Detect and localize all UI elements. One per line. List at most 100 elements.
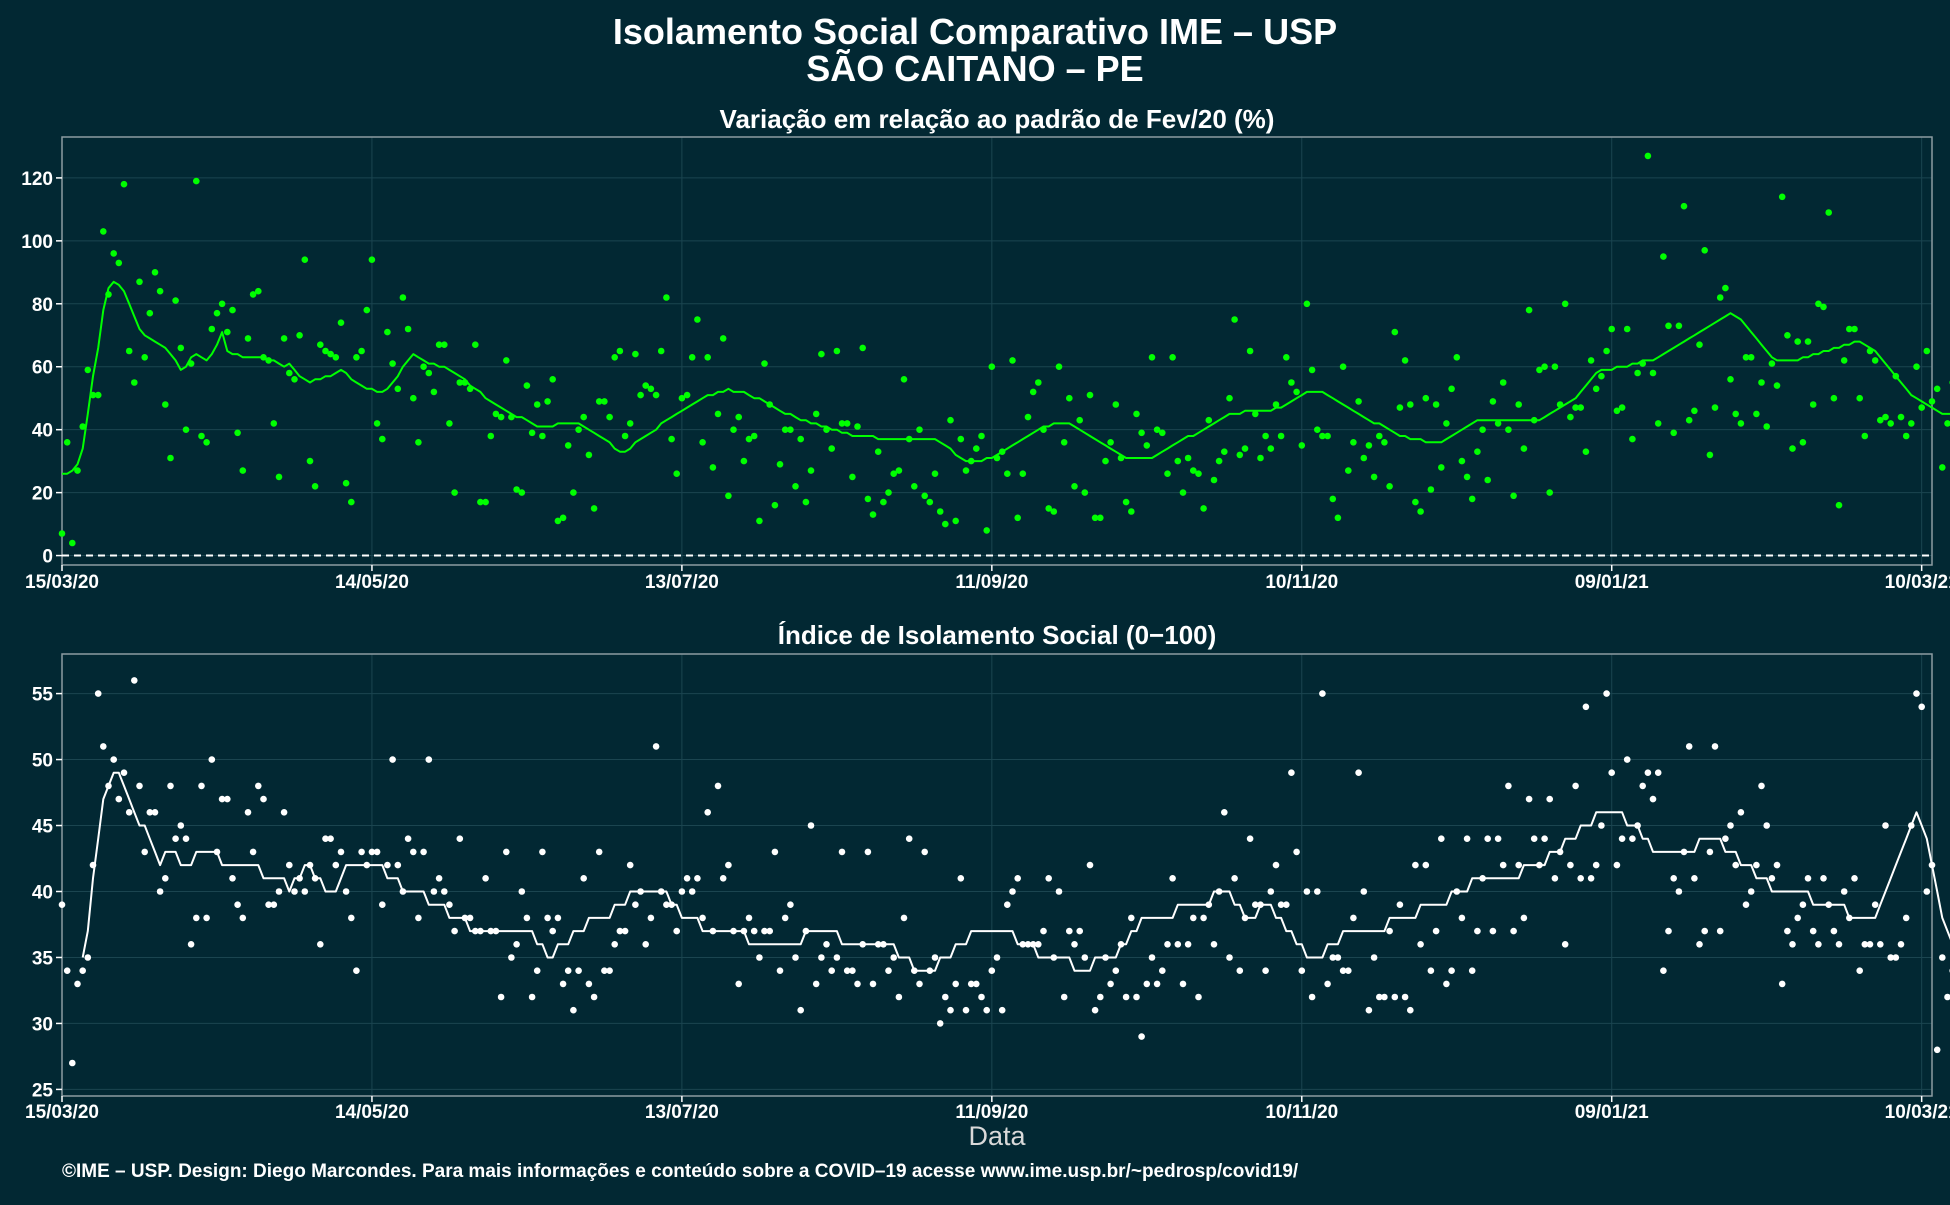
data-point <box>1944 420 1950 427</box>
data-point <box>849 473 856 481</box>
data-point <box>1267 445 1275 452</box>
data-point <box>1081 489 1089 496</box>
data-point <box>270 901 278 908</box>
data-point <box>254 782 262 790</box>
data-point <box>642 382 649 389</box>
data-point <box>864 495 872 503</box>
x-tick-label: 10/11/20 <box>1265 572 1338 593</box>
data-point <box>353 354 360 361</box>
data-point <box>973 445 980 452</box>
data-point <box>1334 514 1342 522</box>
data-point <box>327 835 334 842</box>
data-point <box>286 861 293 869</box>
data-point <box>1799 901 1807 908</box>
data-point <box>559 514 567 522</box>
data-point <box>1551 875 1559 882</box>
data-point <box>136 782 143 790</box>
data-point <box>1758 379 1765 386</box>
data-point <box>270 420 278 427</box>
data-point <box>1293 848 1300 856</box>
data-point <box>156 287 164 295</box>
data-point <box>1122 993 1130 1001</box>
data-point <box>1190 914 1197 922</box>
data-point <box>1603 347 1610 355</box>
data-point <box>781 426 789 434</box>
data-point <box>575 426 582 434</box>
data-point <box>1138 429 1145 437</box>
data-point <box>1603 690 1610 697</box>
data-point <box>296 332 303 339</box>
data-point <box>1091 1006 1099 1014</box>
data-point <box>725 492 732 500</box>
data-point <box>771 848 779 856</box>
data-point <box>131 677 138 684</box>
data-point <box>1737 420 1745 427</box>
data-point <box>1494 835 1502 842</box>
data-point <box>1288 769 1295 776</box>
data-point <box>1660 967 1667 974</box>
data-point <box>218 795 226 803</box>
data-point <box>616 927 624 935</box>
data-point <box>523 382 531 389</box>
data-point <box>1246 347 1254 355</box>
data-point <box>1283 901 1290 908</box>
data-point <box>518 888 526 895</box>
data-point <box>1174 941 1182 948</box>
data-point <box>1799 439 1807 446</box>
data-point <box>1742 901 1750 908</box>
data-point <box>957 875 965 882</box>
data-point <box>1407 401 1414 408</box>
data-point <box>683 391 691 399</box>
data-point <box>911 483 918 490</box>
data-point <box>1913 363 1920 371</box>
data-point <box>358 347 365 355</box>
data-point <box>389 360 396 367</box>
data-point <box>1427 486 1435 493</box>
data-point <box>1716 927 1724 935</box>
data-point <box>1422 394 1430 402</box>
data-point <box>1567 413 1574 421</box>
data-point <box>327 350 334 358</box>
data-point <box>1510 492 1517 500</box>
data-point <box>1396 901 1404 908</box>
data-point <box>79 423 86 430</box>
data-point <box>942 520 949 528</box>
data-point <box>539 432 546 440</box>
data-point <box>482 498 489 506</box>
data-point <box>1598 372 1605 380</box>
data-point <box>1608 325 1615 333</box>
data-point <box>1747 888 1755 895</box>
data-point <box>1882 822 1889 829</box>
data-point <box>1484 476 1491 484</box>
data-point <box>131 379 138 386</box>
y-tick-label: 120 <box>21 169 53 190</box>
data-point <box>1360 888 1368 895</box>
data-point <box>198 432 205 440</box>
data-point <box>1133 410 1140 418</box>
data-point <box>1468 967 1476 974</box>
data-point <box>1458 914 1466 922</box>
data-point <box>998 1006 1006 1014</box>
data-point <box>905 835 913 842</box>
data-point <box>874 448 882 456</box>
data-point <box>812 980 820 988</box>
y-tick-label: 100 <box>21 232 53 253</box>
data-point <box>1257 454 1264 462</box>
data-point <box>1561 300 1569 308</box>
data-point <box>1463 473 1471 481</box>
data-point <box>1789 941 1796 948</box>
data-point <box>1443 420 1450 427</box>
data-point <box>585 451 593 459</box>
data-point <box>1241 445 1249 452</box>
data-point <box>776 461 784 468</box>
data-point <box>771 501 779 509</box>
data-point <box>1820 875 1827 882</box>
data-point <box>642 941 649 948</box>
data-point <box>549 927 556 935</box>
data-point <box>74 980 81 988</box>
data-point <box>678 394 686 402</box>
data-point <box>74 467 81 474</box>
data-point <box>673 470 680 478</box>
data-point <box>1794 914 1801 922</box>
data-point <box>1195 993 1202 1001</box>
